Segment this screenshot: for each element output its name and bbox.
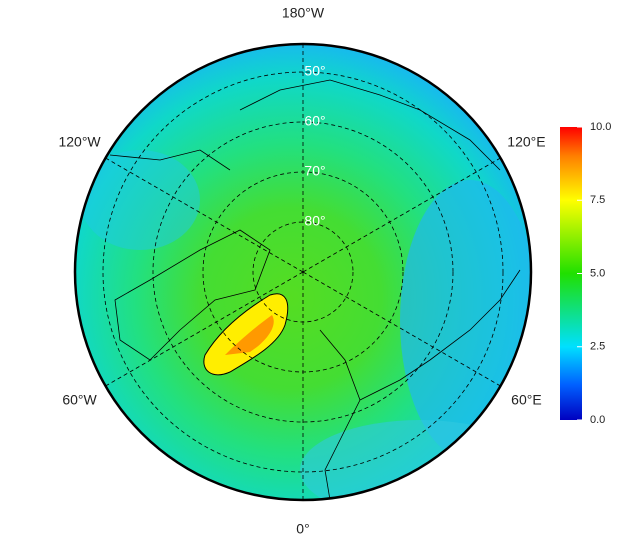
latitude-line	[152, 121, 454, 423]
graticule	[102, 44, 504, 500]
meridian	[302, 271, 501, 387]
latitude-label: 80°	[304, 213, 325, 229]
colorbar-tick-label: 7.5	[590, 194, 605, 206]
colorbar-tick-label: 10.0	[590, 121, 611, 133]
map-border	[73, 42, 533, 502]
longitude-label: 120°W	[58, 134, 101, 150]
longitude-label: 60°E	[511, 392, 542, 408]
latitude-label: 70°	[304, 163, 325, 179]
latitude-label: 60°	[304, 113, 325, 129]
latitude-line	[102, 71, 504, 473]
longitude-label: 120°E	[507, 134, 545, 150]
longitude-label: 180°W	[282, 5, 325, 21]
latitude-label: 50°	[304, 63, 325, 79]
meridian	[105, 157, 304, 273]
colorbar	[560, 127, 582, 420]
longitude-label: 60°W	[62, 392, 97, 408]
meridian	[302, 157, 501, 273]
longitude-label: 0°	[296, 521, 309, 537]
meridian	[105, 271, 304, 387]
colorbar-tick-label: 0.0	[590, 414, 605, 426]
colorbar-tick-label: 5.0	[590, 267, 605, 279]
colorbar-tick-label: 2.5	[590, 341, 605, 353]
